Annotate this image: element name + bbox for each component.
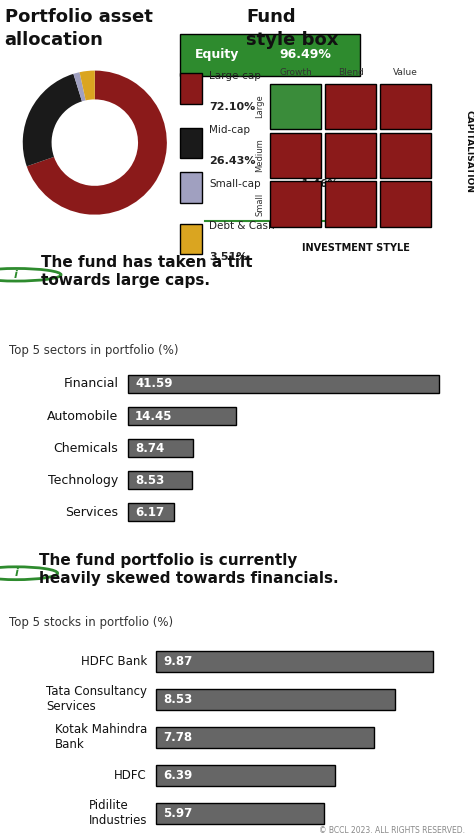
FancyBboxPatch shape: [380, 133, 431, 178]
Text: Top 5 sectors in portfolio (%): Top 5 sectors in portfolio (%): [9, 344, 179, 357]
Text: The fund portfolio is currently
heavily skewed towards financials.: The fund portfolio is currently heavily …: [39, 554, 339, 586]
Wedge shape: [23, 74, 82, 166]
Text: 6.39: 6.39: [164, 769, 193, 782]
Text: Tata Consultancy
Services: Tata Consultancy Services: [46, 685, 147, 713]
Text: The fund has taken a tilt
towards large caps.: The fund has taken a tilt towards large …: [41, 255, 252, 288]
FancyBboxPatch shape: [325, 133, 376, 178]
Text: i: i: [14, 568, 18, 578]
Text: HDFC: HDFC: [114, 769, 147, 782]
Text: Automobile: Automobile: [47, 409, 118, 423]
Text: © BCCL 2023. ALL RIGHTS RESERVED.: © BCCL 2023. ALL RIGHTS RESERVED.: [319, 826, 465, 835]
Text: Medium: Medium: [255, 138, 264, 172]
Text: Small-cap: Small-cap: [209, 180, 261, 190]
Text: 72.10%: 72.10%: [209, 102, 255, 112]
Text: 5.97: 5.97: [164, 807, 193, 820]
FancyBboxPatch shape: [156, 727, 374, 748]
FancyBboxPatch shape: [180, 172, 202, 203]
FancyBboxPatch shape: [270, 84, 321, 129]
Text: Services: Services: [65, 506, 118, 519]
FancyBboxPatch shape: [156, 765, 336, 785]
Text: 9.87: 9.87: [164, 654, 193, 668]
Text: 8.53: 8.53: [164, 693, 193, 706]
FancyBboxPatch shape: [325, 84, 376, 129]
Text: Debt & Cash: Debt & Cash: [209, 221, 274, 232]
Text: 7.78: 7.78: [164, 731, 192, 744]
FancyBboxPatch shape: [270, 133, 321, 178]
Text: Chemicals: Chemicals: [54, 441, 118, 455]
Text: 1.46%: 1.46%: [298, 180, 338, 190]
FancyBboxPatch shape: [128, 503, 174, 521]
Text: 14.45: 14.45: [135, 409, 173, 423]
Text: HDFC Bank: HDFC Bank: [81, 654, 147, 668]
FancyBboxPatch shape: [180, 74, 202, 104]
Text: Equity: Equity: [194, 48, 239, 61]
FancyBboxPatch shape: [156, 689, 395, 710]
FancyBboxPatch shape: [270, 181, 321, 227]
Wedge shape: [27, 70, 167, 215]
Text: Value: Value: [393, 68, 418, 77]
Text: i: i: [14, 270, 18, 279]
Text: Kotak Mahindra
Bank: Kotak Mahindra Bank: [55, 723, 147, 752]
Text: Small: Small: [255, 192, 264, 216]
Wedge shape: [80, 70, 95, 101]
Text: Blend: Blend: [338, 68, 364, 77]
FancyBboxPatch shape: [128, 407, 236, 425]
FancyBboxPatch shape: [180, 34, 360, 76]
Text: Mid-cap: Mid-cap: [209, 125, 250, 135]
Text: 3.51%: 3.51%: [209, 252, 247, 262]
FancyBboxPatch shape: [156, 651, 433, 671]
Text: INVESTMENT STYLE: INVESTMENT STYLE: [301, 243, 410, 253]
Wedge shape: [73, 72, 86, 102]
Text: Pidilite
Industries: Pidilite Industries: [89, 800, 147, 827]
Text: CAPITALISATION: CAPITALISATION: [465, 110, 474, 192]
Text: Technology: Technology: [48, 473, 119, 487]
Text: Growth: Growth: [279, 68, 312, 77]
Text: 26.43%: 26.43%: [209, 156, 255, 166]
Text: Fund
style box: Fund style box: [246, 8, 339, 49]
Text: 8.74: 8.74: [135, 441, 164, 455]
Text: 6.17: 6.17: [135, 506, 164, 519]
Text: Financial: Financial: [64, 378, 118, 390]
Text: Large-cap: Large-cap: [209, 71, 261, 81]
FancyBboxPatch shape: [128, 375, 439, 393]
FancyBboxPatch shape: [156, 803, 324, 824]
Text: 8.53: 8.53: [135, 473, 164, 487]
Text: Portfolio asset
allocation: Portfolio asset allocation: [5, 8, 153, 49]
Text: Top 5 stocks in portfolio (%): Top 5 stocks in portfolio (%): [9, 617, 173, 629]
FancyBboxPatch shape: [180, 128, 202, 158]
FancyBboxPatch shape: [325, 181, 376, 227]
Text: Large: Large: [255, 95, 264, 118]
Text: 96.49%: 96.49%: [279, 48, 331, 61]
FancyBboxPatch shape: [380, 84, 431, 129]
FancyBboxPatch shape: [180, 224, 202, 254]
FancyBboxPatch shape: [128, 472, 192, 489]
Text: 41.59: 41.59: [135, 378, 173, 390]
FancyBboxPatch shape: [380, 181, 431, 227]
FancyBboxPatch shape: [128, 440, 193, 457]
